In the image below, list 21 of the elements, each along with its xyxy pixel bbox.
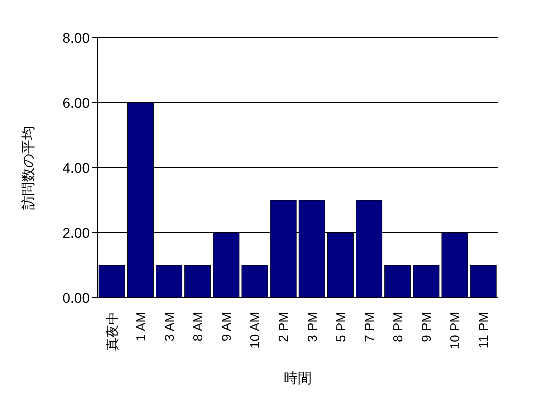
x-tick-label: 5 PM <box>333 312 348 342</box>
x-tick-label: 8 PM <box>390 312 406 342</box>
y-axis-title: 訪問数の平均 <box>20 126 36 210</box>
x-tick-label: 2 PM <box>276 312 292 342</box>
y-tick-label: 2.00 <box>62 224 90 241</box>
x-tick-label: 3 AM <box>162 312 177 342</box>
y-tick-label: 0.00 <box>62 290 90 306</box>
x-tick-label: 8 AM <box>190 312 206 342</box>
y-tick-label: 6.00 <box>62 94 90 111</box>
x-tick-label: 1 AM <box>133 312 148 342</box>
x-axis-title: 時間 <box>284 370 312 386</box>
y-tick-label: 8.00 <box>62 30 90 46</box>
x-tick-label: 10 PM <box>448 312 463 350</box>
x-tick-label: 11 PM <box>476 312 492 349</box>
x-tick-label: 3 PM <box>304 312 320 342</box>
x-tick-label: 真夜中 <box>104 312 120 351</box>
x-tick-label: 9 PM <box>419 312 434 342</box>
y-tick-label: 4.00 <box>62 160 90 176</box>
x-tick-label: 7 PM <box>362 312 377 342</box>
x-tick-label: 9 AM <box>219 312 234 342</box>
x-tick-label: 10 AM <box>248 312 263 349</box>
